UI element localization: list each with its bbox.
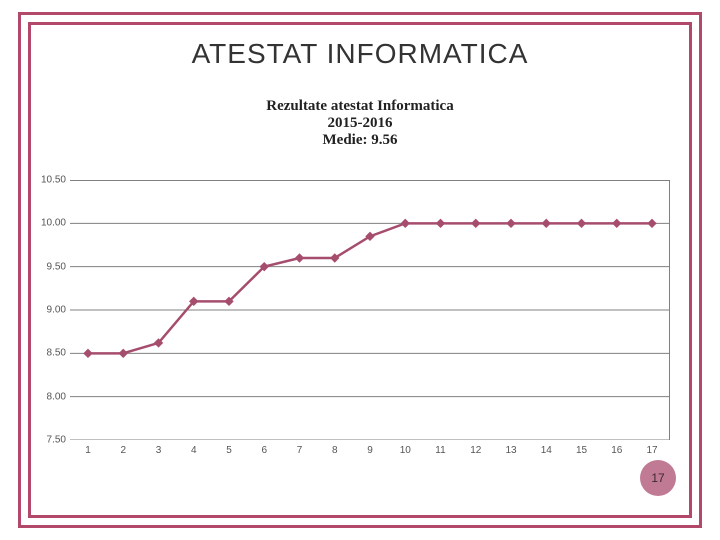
chart-svg <box>70 180 670 440</box>
x-tick-label: 14 <box>541 445 552 456</box>
y-tick-label: 9.50 <box>32 261 66 272</box>
chart-title: Rezultate atestat Informatica 2015-2016 … <box>0 98 720 149</box>
chart-title-line-3: Medie: 9.56 <box>0 132 720 149</box>
x-tick-label: 12 <box>470 445 481 456</box>
x-tick-label: 1 <box>85 445 91 456</box>
y-tick-label: 8.50 <box>32 348 66 359</box>
y-axis: 7.508.008.509.009.5010.0010.50 <box>32 180 66 440</box>
x-tick-label: 17 <box>646 445 657 456</box>
y-tick-label: 8.00 <box>32 391 66 402</box>
page-number-badge: 17 <box>640 460 676 496</box>
x-tick-label: 9 <box>367 445 373 456</box>
y-tick-label: 10.00 <box>32 218 66 229</box>
x-tick-label: 15 <box>576 445 587 456</box>
x-tick-label: 5 <box>226 445 232 456</box>
x-tick-label: 16 <box>611 445 622 456</box>
x-tick-label: 2 <box>120 445 126 456</box>
slide-title: ATESTAT INFORMATICA <box>0 38 720 70</box>
y-tick-label: 7.50 <box>32 435 66 446</box>
chart-title-line-1: Rezultate atestat Informatica <box>0 98 720 115</box>
page-number: 17 <box>651 471 664 485</box>
y-tick-label: 9.00 <box>32 305 66 316</box>
x-tick-label: 3 <box>156 445 162 456</box>
x-tick-label: 6 <box>261 445 267 456</box>
x-tick-label: 7 <box>297 445 303 456</box>
x-tick-label: 8 <box>332 445 338 456</box>
x-tick-label: 4 <box>191 445 197 456</box>
x-tick-label: 11 <box>435 445 445 456</box>
chart-title-line-2: 2015-2016 <box>0 115 720 132</box>
x-tick-label: 13 <box>505 445 516 456</box>
x-tick-label: 10 <box>400 445 411 456</box>
x-axis: 1234567891011121314151617 <box>70 445 670 465</box>
y-tick-label: 10.50 <box>32 175 66 186</box>
